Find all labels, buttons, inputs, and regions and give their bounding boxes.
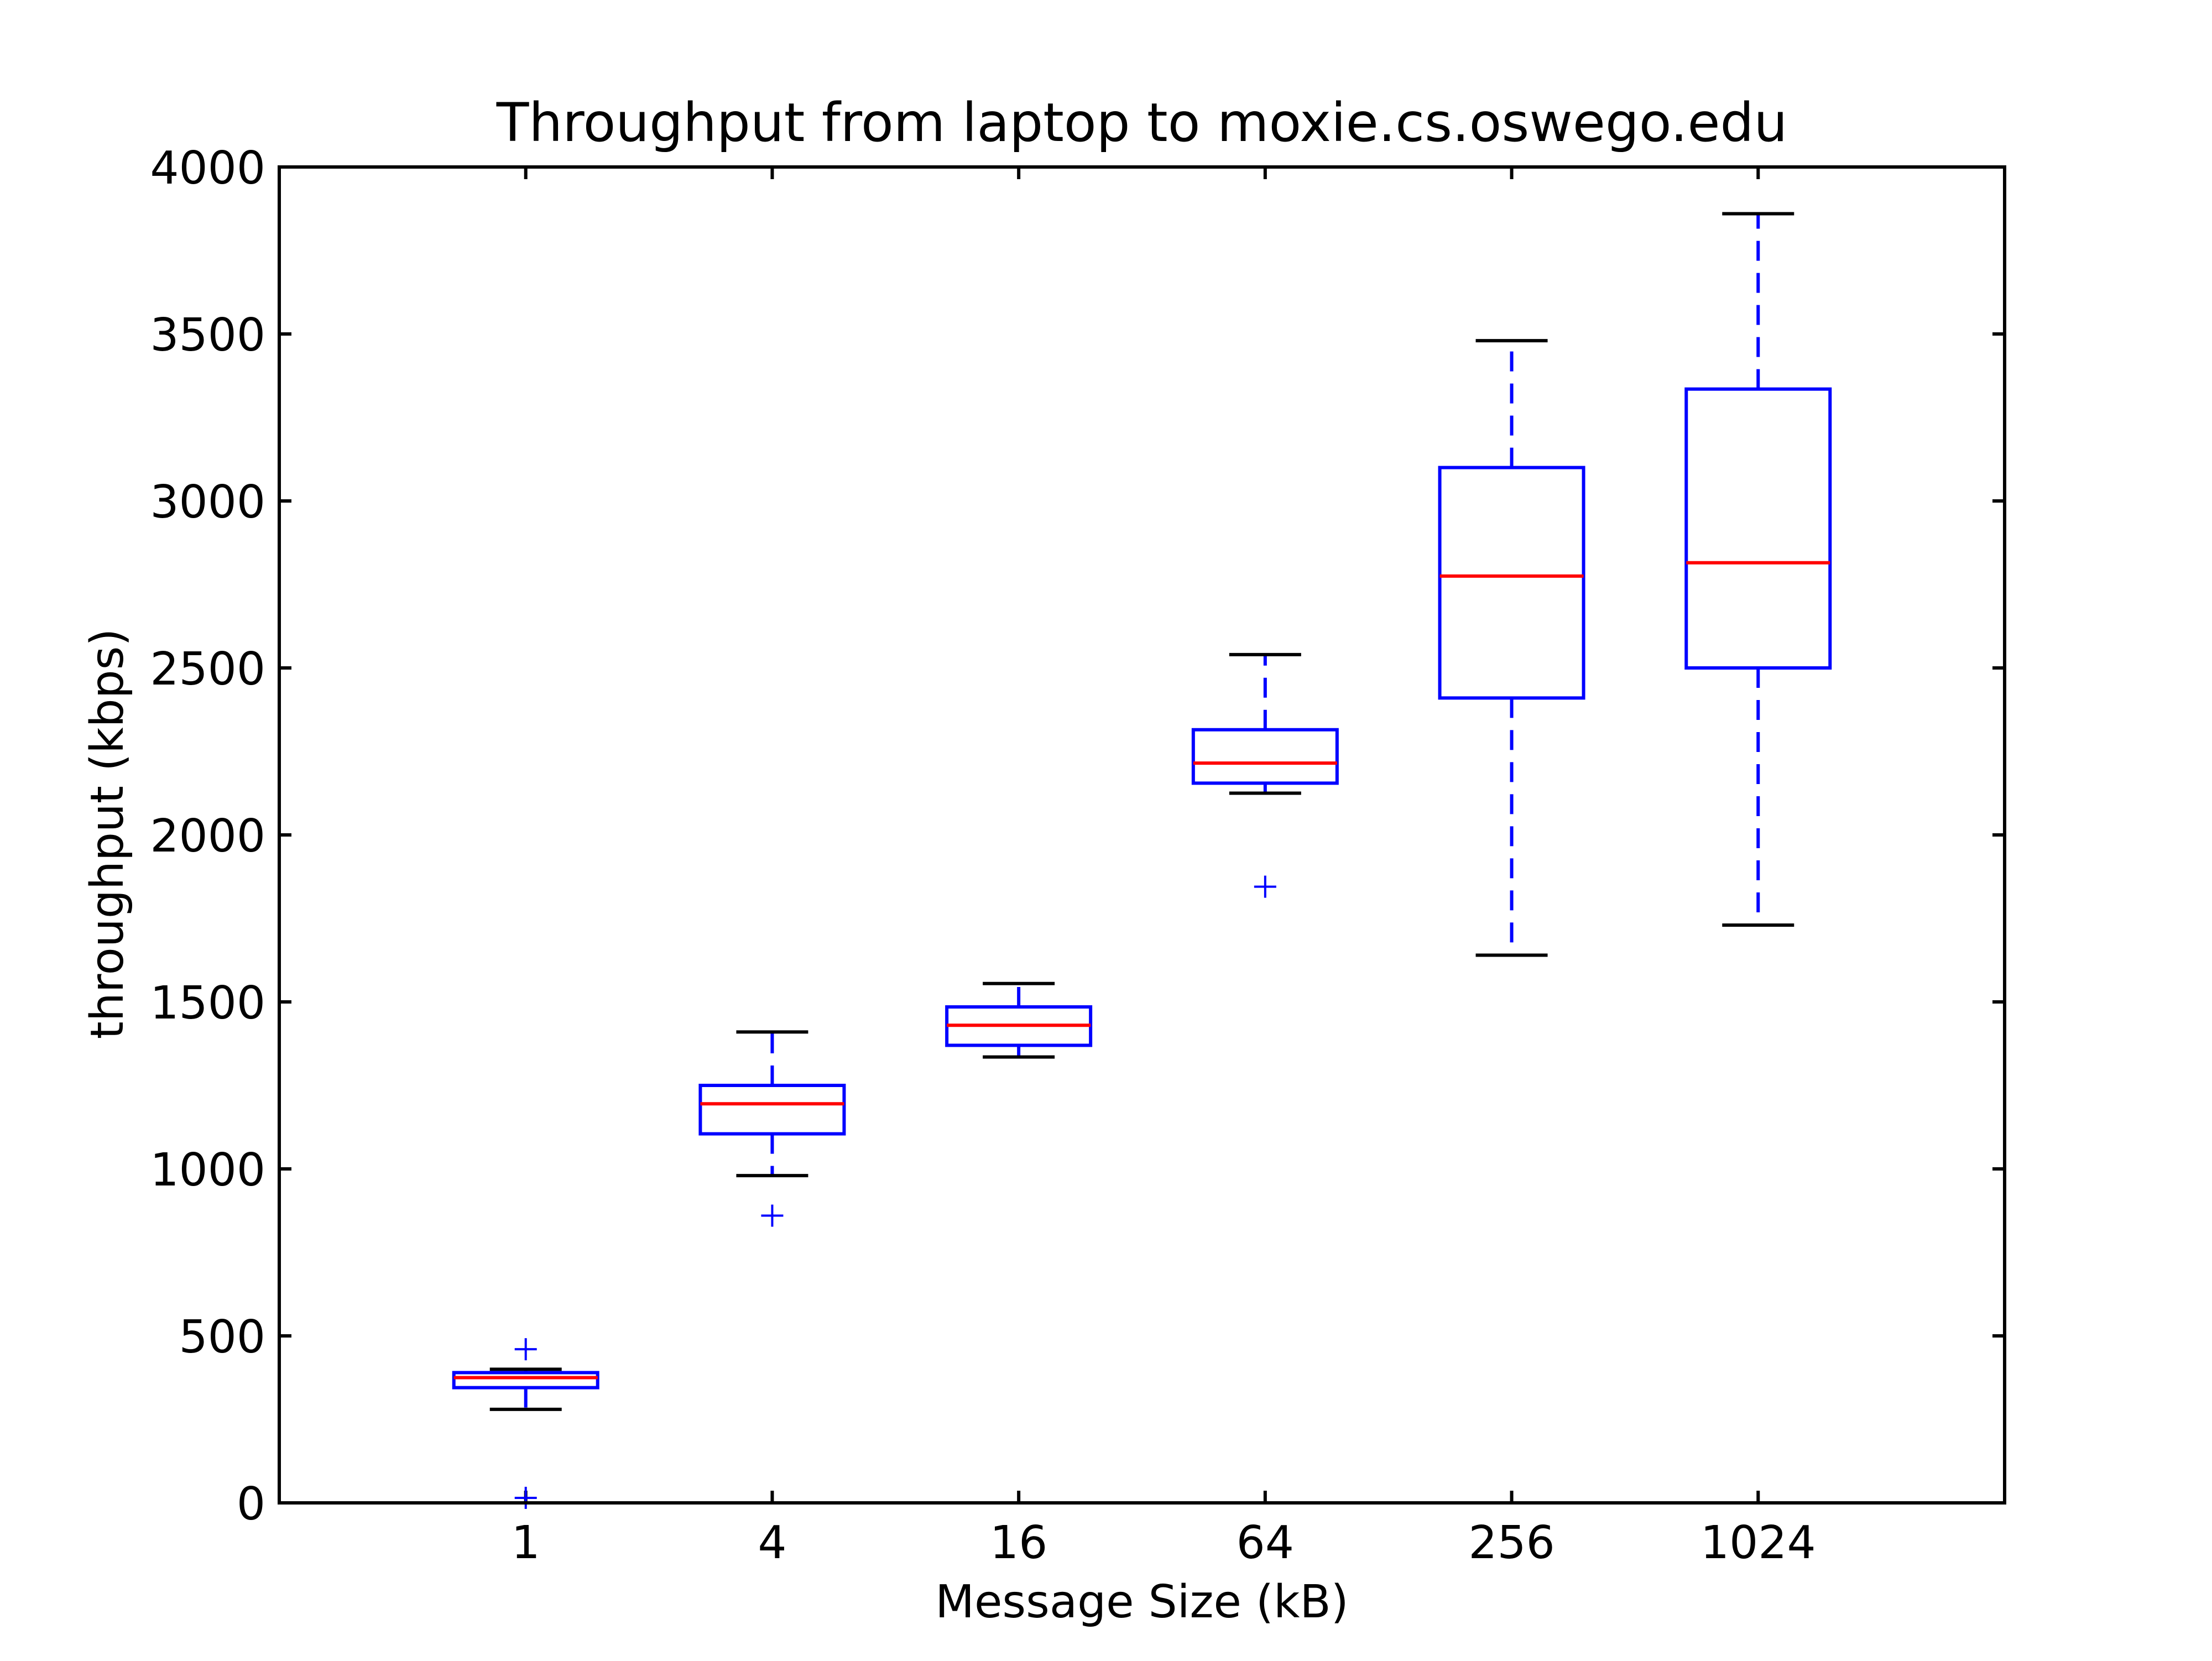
box [698, 1084, 846, 1136]
box [452, 1371, 599, 1390]
x-tick-label: 1024 [1700, 1517, 1816, 1569]
y-tick-label: 2500 [150, 643, 265, 696]
box [1191, 728, 1339, 785]
y-tick-label: 3500 [150, 309, 265, 362]
axes-frame [278, 165, 2006, 1505]
y-tick-label: 0 [237, 1478, 265, 1531]
y-axis-label: throughput (kbps) [81, 629, 134, 1040]
y-tick-label: 1500 [150, 977, 265, 1030]
box [1438, 466, 1585, 700]
chart-title: Throughput from laptop to moxie.cs.osweg… [496, 92, 1788, 154]
x-tick-label: 64 [1237, 1517, 1294, 1569]
y-tick-label: 1000 [150, 1144, 265, 1197]
x-tick-label: 256 [1468, 1517, 1555, 1569]
x-tick-label: 16 [990, 1517, 1047, 1569]
y-tick-label: 2000 [150, 810, 265, 863]
box [1684, 387, 1832, 670]
x-tick-label: 4 [758, 1517, 786, 1569]
x-tick-label: 1 [512, 1517, 540, 1569]
y-tick-label: 3000 [150, 476, 265, 529]
plot-area: 0 500 1000 1500 2000 2500 3000 3500 4000 1 4 16 64 25… [150, 142, 2006, 1569]
y-tick-label: 4000 [150, 142, 265, 195]
y-tick-label: 500 [179, 1311, 265, 1364]
x-axis-label: Message Size (kB) [935, 1576, 1349, 1628]
